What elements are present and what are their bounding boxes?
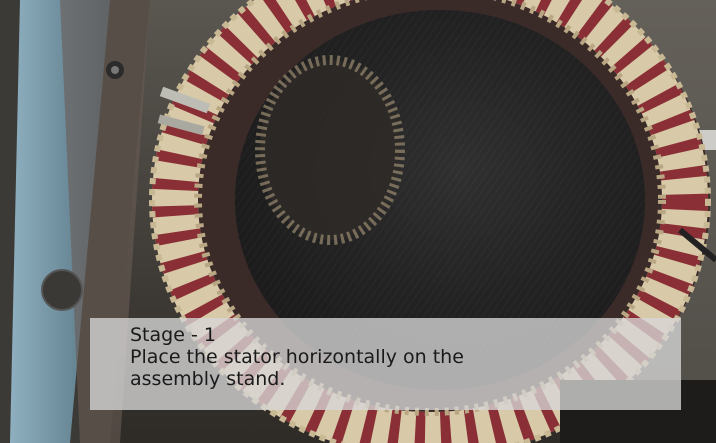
lead-clip <box>157 114 205 136</box>
end-winding-copper <box>152 0 708 443</box>
lead-clip <box>159 86 211 114</box>
caption-line-1: Place the stator horizontally on the <box>130 346 464 368</box>
subtitle-caption: Stage - 1 Place the stator horizontally … <box>90 318 681 410</box>
floor-disc <box>41 269 83 311</box>
caption-line-2: assembly stand. <box>130 368 286 390</box>
cable <box>678 227 716 263</box>
caption-stage: Stage - 1 <box>130 324 216 346</box>
far-end-winding <box>260 60 400 240</box>
